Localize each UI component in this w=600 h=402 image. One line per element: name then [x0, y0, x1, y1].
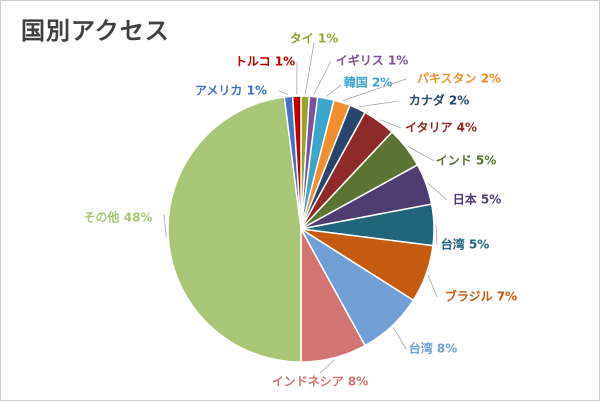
slice-label: 日本 5% — [453, 192, 502, 207]
leader-line — [428, 275, 437, 297]
slice-label: イタリア 4% — [405, 121, 477, 135]
leader-line — [393, 327, 406, 349]
slice-label: アメリカ 1% — [195, 84, 267, 98]
slice-label: パキスタン 2% — [417, 72, 501, 86]
leader-line — [358, 101, 399, 107]
slice-label: インド 5% — [436, 154, 497, 168]
leader-line — [164, 214, 166, 237]
leader-line — [279, 91, 288, 95]
leader-line — [314, 61, 331, 95]
slice-label: トルコ 1% — [235, 55, 295, 69]
leader-line — [436, 225, 437, 245]
slice-label: ブラジル 7% — [445, 289, 517, 304]
slice-label: 韓国 2% — [344, 75, 393, 90]
leader-line — [320, 360, 335, 373]
slice-label: タイ 1% — [290, 32, 339, 46]
slice-label: イギリス 1% — [336, 53, 409, 68]
leader-line — [326, 85, 341, 96]
slice-label: 台湾 8% — [409, 341, 458, 356]
slice-label: その他 48% — [84, 210, 153, 225]
slice-label: インドネシア 8% — [272, 375, 369, 389]
slice-label: カナダ 2% — [409, 93, 470, 108]
slice-label: 台湾 5% — [441, 237, 490, 252]
leader-line — [305, 43, 314, 94]
pie-slice — [168, 97, 301, 362]
